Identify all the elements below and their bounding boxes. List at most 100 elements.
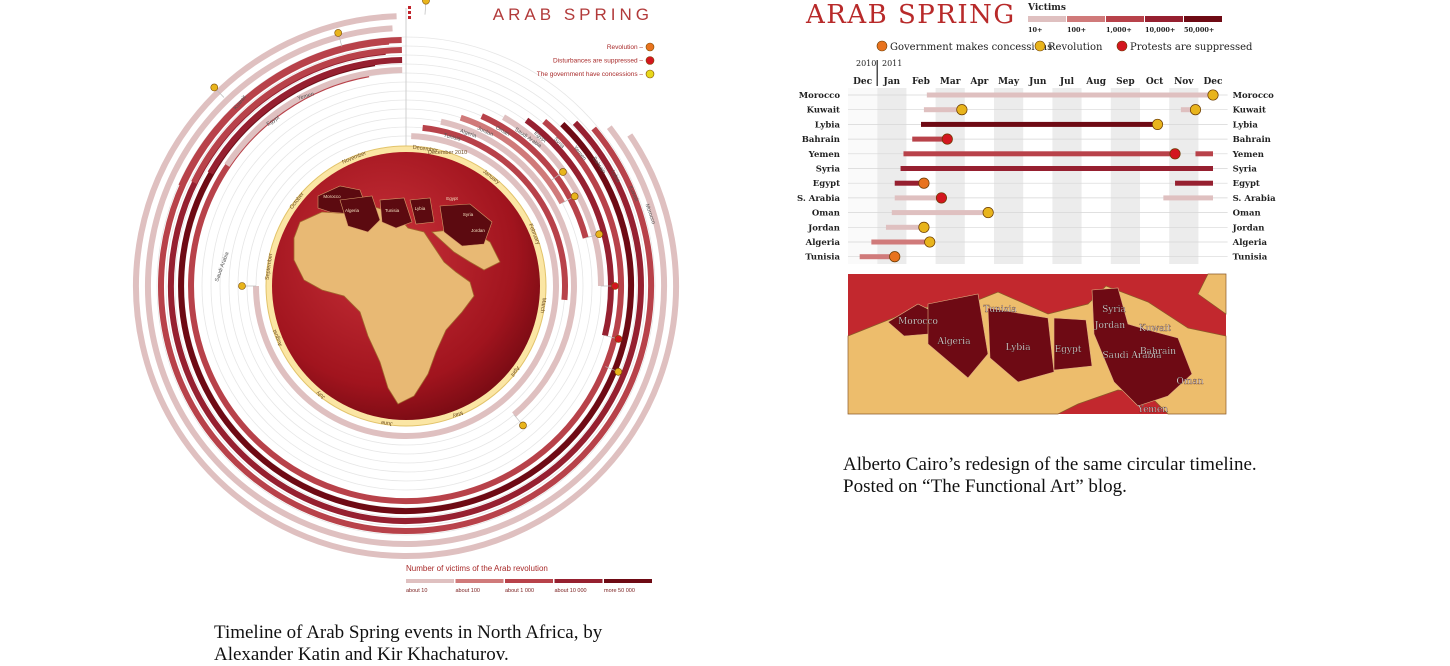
row-segment — [894, 180, 924, 186]
timeline-arc — [524, 117, 614, 337]
month-label: Oct — [1146, 77, 1164, 87]
event-dot — [210, 83, 219, 92]
map-country-label: Morocco — [898, 317, 938, 327]
month-band — [994, 88, 1024, 264]
victims-legend: Number of victims of the Arab revolution… — [406, 564, 652, 594]
libya-shape — [379, 197, 413, 229]
victims-title: Victims — [1027, 3, 1066, 13]
event-dot — [611, 282, 619, 290]
month-label: Sep — [1116, 77, 1135, 87]
year-label: 2011 — [882, 59, 902, 68]
row-label-right: Lybia — [1233, 120, 1259, 130]
row-event-dot — [924, 236, 936, 248]
row-label-right: Jordan — [1232, 223, 1265, 233]
victims-title: Number of victims of the Arab revolution — [406, 564, 548, 573]
month-label: Jul — [1059, 77, 1075, 87]
victims-label: 100+ — [1067, 26, 1086, 34]
row-event-dot — [941, 133, 953, 145]
victims-label: 1,000+ — [1106, 26, 1132, 34]
row-label-right: Syria — [1233, 165, 1258, 175]
row-segment — [926, 92, 1213, 98]
map-country-label: Syria — [1102, 305, 1126, 315]
event-dot — [559, 168, 567, 176]
month-label: Nov — [1174, 77, 1194, 87]
row-label-left: S. Arabia — [797, 194, 841, 204]
year-label: 2010 — [856, 59, 876, 68]
timeline-arc — [145, 25, 667, 548]
legend-dot — [645, 56, 655, 65]
month-label: July — [315, 389, 327, 400]
row-segment — [900, 166, 1213, 171]
globe-country-label: Morocco — [323, 194, 341, 199]
map-country-label: Oman — [1176, 377, 1203, 387]
map-country-label: Kuwait — [1139, 324, 1171, 334]
globe-country-label: Syria — [463, 212, 474, 217]
row-label-right: S. Arabia — [1233, 194, 1277, 204]
event-legend-label: Revolution — [1048, 42, 1103, 53]
saudi-shape — [439, 203, 493, 247]
month-band — [1052, 88, 1082, 264]
country-label: Saudi Arabia — [214, 250, 231, 282]
row-label-right: Kuwait — [1233, 106, 1266, 116]
row-event-dot — [1151, 118, 1164, 130]
region-map: Morocco Algeria Tunisia Lybia Egypt Syria Jord… — [847, 273, 1227, 415]
map-country-label: Lybia — [1006, 343, 1032, 353]
month-band — [935, 88, 965, 264]
row-event-dot — [1169, 148, 1181, 160]
victims-label: about 10 000 — [555, 588, 587, 594]
event-dot — [238, 282, 246, 290]
month-band — [877, 88, 907, 264]
globe-country-label: Algeria — [345, 208, 360, 213]
row-label-right: Tunisia — [1233, 253, 1268, 263]
row-segment — [1180, 107, 1196, 113]
victims-swatch — [1145, 16, 1183, 22]
event-dot — [614, 335, 623, 343]
row-segment — [1163, 195, 1213, 201]
event-legend-dot — [1116, 40, 1128, 52]
algeria-shape — [339, 195, 381, 233]
egypt-shape — [409, 197, 435, 225]
caption-left: Timeline of Arab Spring events in North … — [214, 622, 603, 665]
timeline-arc — [440, 118, 577, 417]
victims-swatch — [554, 579, 603, 583]
victims-swatch — [1028, 16, 1066, 22]
row-label-left: Egypt — [813, 179, 840, 189]
victims-label: 50,000+ — [1184, 26, 1214, 34]
month-label: Dec — [853, 77, 873, 87]
month-label: Jun — [1028, 77, 1047, 87]
right-title: ARAB SPRING — [805, 0, 1016, 30]
event-legend-label: Protests are suppressed — [1130, 42, 1253, 53]
country-label: Tunisia — [443, 133, 462, 143]
row-label-right: Oman — [1233, 209, 1261, 219]
event-legend-dot — [876, 40, 888, 52]
egypt-shape — [1053, 317, 1093, 371]
row-event-dot — [982, 207, 994, 219]
timeline-arc — [224, 67, 403, 167]
row-label-right: Algeria — [1232, 238, 1268, 248]
country-label: Algeria — [459, 128, 478, 140]
globe-country-label: Jordan — [471, 228, 485, 233]
africa-map — [293, 185, 501, 405]
title-mark — [408, 11, 411, 14]
month-band — [1110, 88, 1140, 264]
row-segment — [921, 121, 1158, 127]
row-label-left: Algeria — [805, 238, 841, 248]
event-dot — [614, 367, 623, 376]
victims-label: about 1 000 — [505, 588, 534, 594]
event-dot — [570, 192, 579, 201]
legend-dot — [645, 69, 655, 79]
map-country-label: Saudi Arabia — [1102, 351, 1162, 361]
month-label: May — [452, 409, 464, 419]
map-country-label: Tunisia — [983, 305, 1017, 315]
row-label-left: Lybia — [815, 120, 841, 130]
row-event-dot — [935, 192, 947, 204]
event-legend-dot — [1034, 40, 1046, 52]
row-segment — [885, 224, 924, 230]
globe-country-label: Egypt — [446, 196, 458, 201]
victims-swatch — [406, 579, 454, 583]
month-label: Aug — [1085, 77, 1107, 87]
row-label-left: Bahrain — [802, 135, 840, 145]
victims-label: 10+ — [1028, 26, 1043, 34]
row-label-right: Egypt — [1233, 179, 1260, 189]
arabia-shape — [1091, 287, 1193, 407]
